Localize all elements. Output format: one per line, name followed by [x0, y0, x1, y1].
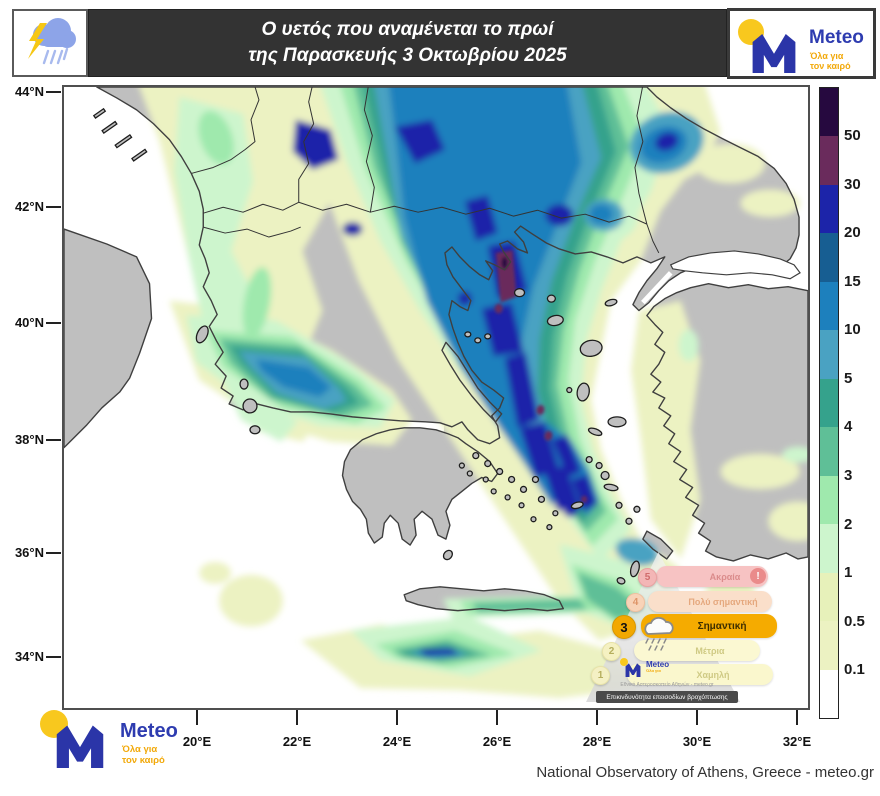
colorbar-label-10: 10: [844, 321, 861, 338]
footer-logo-tagline: Όλα για τον καιρό: [122, 744, 165, 766]
map-title-bar: Ο υετός που αναμένεται το πρωί της Παρασ…: [88, 9, 727, 77]
lon-tick: [296, 710, 298, 725]
precipitation-colorbar: [819, 87, 839, 719]
sea-of-marmara: [669, 250, 801, 280]
storm-cloud-icon: [28, 18, 76, 65]
risk-level-5: 5: [638, 568, 657, 587]
footer-logo-m-icon: [56, 725, 104, 768]
attribution-text: National Observatory of Athens, Greece -…: [536, 764, 874, 781]
lat-label-36n: 36°N: [14, 545, 44, 560]
lon-tick: [696, 710, 698, 725]
colorbar-label-2: 2: [844, 516, 853, 533]
exclamation-icon: !: [750, 568, 766, 584]
colorbar-label-05: 0.5: [844, 613, 865, 630]
footer-meteo-logo: Meteo Όλα για τον καιρό: [36, 706, 256, 770]
lat-label-40n: 40°N: [14, 315, 44, 330]
lat-label-44n: 44°N: [14, 84, 44, 99]
lat-label-38n: 38°N: [14, 432, 44, 447]
colorbar-segment: [820, 281, 838, 331]
risk-pill-2: Μέτρια: [634, 640, 760, 661]
precipitation-map: [64, 87, 808, 708]
colorbar-segment: [820, 524, 838, 573]
title-line2: της Παρασκευής 3 Οκτωβρίου 2025: [248, 45, 567, 66]
lon-label-32e: 32°E: [782, 734, 812, 749]
risk-level-4: 4: [626, 593, 645, 612]
lat-tick: [46, 91, 61, 93]
colorbar-segment: [820, 475, 838, 525]
colorbar-segment: [820, 233, 838, 282]
lon-label-28e: 28°E: [582, 734, 612, 749]
colorbar-label-3: 3: [844, 467, 853, 484]
colorbar-segment: [820, 669, 838, 719]
risk-logo-caption: Εθνικό Αστεροσκοπείο Αθηνών - meteo.gr: [620, 682, 714, 688]
risk-pill-5: Ακραία !: [656, 566, 768, 587]
rain-cloud-icon: [644, 616, 674, 651]
lat-tick: [46, 322, 61, 324]
colorbar-label-20: 20: [844, 224, 861, 241]
meteo-logo-m-icon: [752, 33, 796, 73]
colorbar-segment: [820, 572, 838, 622]
colorbar-segment: [820, 427, 838, 476]
islands: [92, 107, 641, 585]
risk-level-3-active: 3: [612, 615, 636, 639]
precipitation-layers: [139, 87, 808, 699]
lon-tick: [596, 710, 598, 725]
lon-tick: [396, 710, 398, 725]
risk-mini-logo: Meteo Όλα για: [620, 658, 720, 678]
colorbar-segment: [820, 88, 838, 137]
colorbar-label-1: 1: [844, 564, 853, 581]
colorbar-segment: [820, 184, 838, 234]
lat-tick: [46, 656, 61, 658]
lon-tick: [196, 710, 198, 725]
lat-tick: [46, 439, 61, 441]
lat-tick: [46, 206, 61, 208]
country-borders: [191, 87, 660, 254]
title-line1: Ο υετός που αναμένεται το πρωί: [261, 19, 554, 40]
lon-label-22e: 22°E: [282, 734, 312, 749]
lon-tick: [796, 710, 798, 725]
meteo-logo-tagline: Όλα για τον καιρό: [810, 51, 851, 72]
meteo-logo-name: Meteo: [809, 27, 864, 48]
lat-tick: [46, 552, 61, 554]
colorbar-label-4: 4: [844, 418, 853, 435]
lon-label-20e: 20°E: [182, 734, 212, 749]
colorbar-label-30: 30: [844, 176, 861, 193]
lat-label-42n: 42°N: [14, 199, 44, 214]
colorbar-label-15: 15: [844, 273, 861, 290]
colorbar-segment: [820, 136, 838, 185]
lon-label-30e: 30°E: [682, 734, 712, 749]
colorbar-segment: [820, 378, 838, 428]
map-frame: [62, 85, 810, 710]
lat-label-34n: 34°N: [14, 649, 44, 664]
colorbar-segment: [820, 621, 838, 670]
storm-icon-box: [12, 9, 88, 77]
meteo-logo-box: Meteo Όλα για τον καιρό: [727, 8, 876, 79]
risk-level-2: 2: [602, 642, 621, 661]
colorbar-segment: [820, 330, 838, 379]
colorbar-label-01: 0.1: [844, 661, 865, 678]
risk-pill-4: Πολύ σημαντική: [648, 591, 772, 612]
colorbar-label-50: 50: [844, 127, 861, 144]
risk-pill-1: Χαμηλή: [627, 664, 773, 685]
dardanelles-strait: [641, 271, 673, 305]
risk-scale-caption: Επικινδυνότητα επεισοδίων βροχόπτωσης: [596, 691, 738, 703]
lon-tick: [496, 710, 498, 725]
extreme-precip-cores: [494, 249, 588, 503]
lon-label-24e: 24°E: [382, 734, 412, 749]
colorbar-label-5: 5: [844, 370, 853, 387]
risk-level-1: 1: [591, 666, 610, 685]
lon-label-26e: 26°E: [482, 734, 512, 749]
